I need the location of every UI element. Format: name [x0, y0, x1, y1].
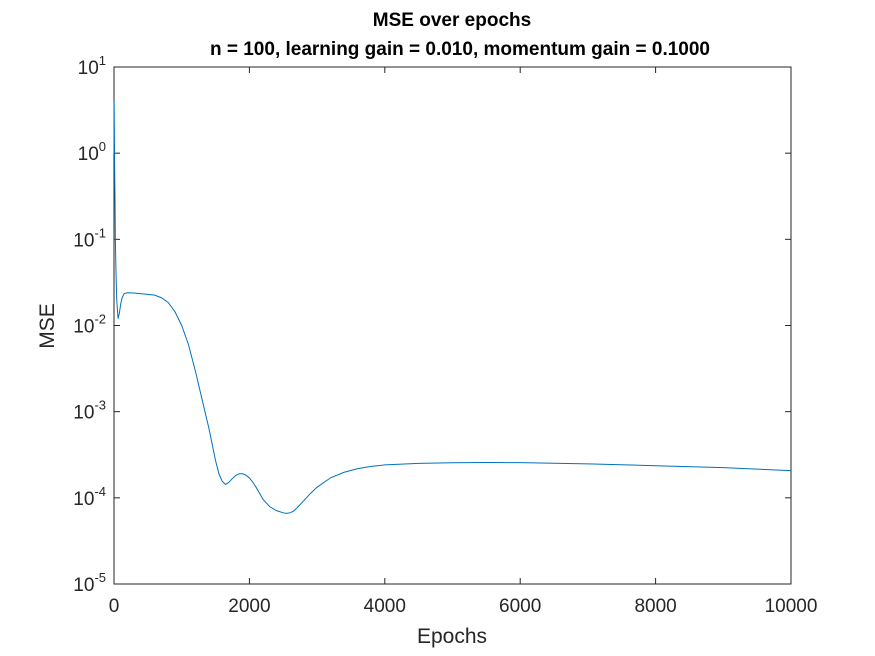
y-tick-label: 10-2	[73, 312, 106, 338]
x-tick-label: 4000	[364, 596, 406, 617]
chart-subtitle: n = 100, learning gain = 0.010, momentum…	[210, 39, 710, 60]
x-tick-label: 6000	[499, 596, 541, 617]
y-tick-label: 10-3	[73, 398, 106, 424]
y-axis-ticks: 101 100 10-1 10-2 10-3 10-4 10-5	[73, 53, 791, 596]
y-tick-label: 10-4	[73, 484, 106, 510]
x-tick-label: 8000	[634, 596, 676, 617]
x-axis-ticks: 0 2000 4000 6000 8000 10000	[109, 67, 818, 617]
y-tick-label: 100	[78, 139, 106, 165]
y-tick-label: 10-5	[73, 570, 106, 596]
y-tick-label: 10-1	[73, 225, 106, 251]
plot-area	[113, 66, 792, 585]
chart-title: MSE over epochs	[373, 10, 531, 31]
x-tick-label: 10000	[765, 596, 818, 617]
y-axis-label: MSE	[36, 303, 59, 349]
y-tick-label: 101	[78, 53, 106, 79]
x-tick-label: 0	[109, 596, 120, 617]
series-line-mse	[113, 101, 792, 514]
x-tick-label: 2000	[228, 596, 270, 617]
x-axis-label: Epochs	[417, 625, 487, 648]
